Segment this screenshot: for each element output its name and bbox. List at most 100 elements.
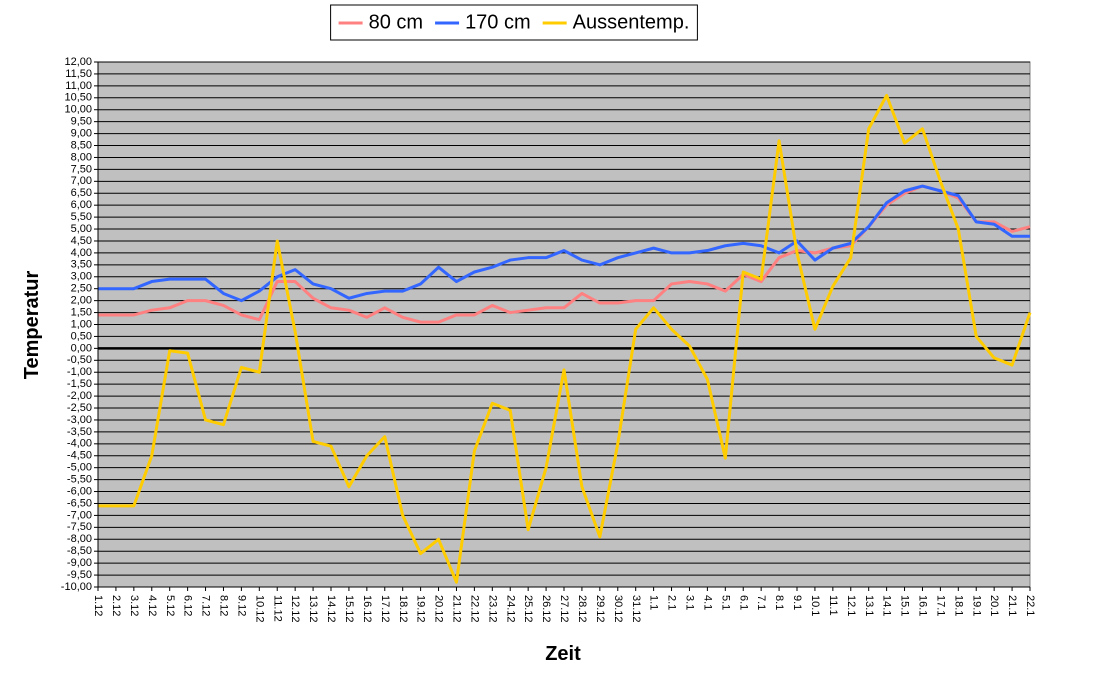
y-tick-label: -2,50 [67,402,92,414]
x-tick-label: 23.12 [486,595,498,623]
x-tick-label: 2.1 [666,595,678,610]
x-tick-label: 4.12 [146,595,158,616]
y-tick-label: -3,00 [67,414,92,426]
x-axis-title: Zeit [545,643,581,665]
y-tick-label: -3,50 [67,426,92,438]
y-tick-label: 5,00 [71,223,92,235]
x-tick-label: 13.1 [863,595,875,616]
x-tick-label: 27.12 [558,595,570,623]
y-tick-label: 2,50 [71,283,92,295]
y-tick-label: 0,00 [71,342,92,354]
x-tick-label: 30.12 [612,595,624,623]
x-tick-label: 11.1 [827,595,839,616]
x-tick-label: 4.1 [701,595,713,610]
x-tick-label: 8.1 [773,595,785,610]
y-tick-label: 10,50 [64,92,92,104]
y-tick-label: -7,50 [67,521,92,533]
x-tick-label: 22.12 [468,595,480,623]
x-tick-label: 2.12 [110,595,122,616]
legend-label: 170 cm [465,11,531,33]
y-tick-label: -1,50 [67,378,92,390]
y-tick-label: -5,50 [67,474,92,486]
x-tick-label: 9.12 [235,595,247,616]
x-tick-label: 12.1 [845,595,857,616]
x-tick-label: 25.12 [522,595,534,623]
y-tick-label: -6,00 [67,485,92,497]
x-tick-label: 21.12 [451,595,463,623]
y-tick-label: -0,50 [67,354,92,366]
y-tick-label: -4,00 [67,438,92,450]
x-tick-label: 6.12 [182,595,194,616]
y-tick-label: -6,50 [67,497,92,509]
x-tick-label: 16.1 [917,595,929,616]
y-tick-label: -10,00 [61,581,92,593]
y-tick-label: 12,00 [64,56,92,68]
x-tick-label: 18.1 [952,595,964,616]
x-tick-label: 24.12 [504,595,516,623]
y-tick-label: -9,50 [67,569,92,581]
x-tick-label: 26.12 [540,595,552,623]
x-tick-label: 6.1 [737,595,749,610]
x-tick-label: 10.12 [253,595,265,623]
x-tick-label: 12.12 [289,595,301,623]
y-tick-label: 10,00 [64,104,92,116]
x-tick-label: 3.12 [128,595,140,616]
x-tick-label: 29.12 [594,595,606,623]
legend-box [330,4,698,41]
y-tick-label: -8,00 [67,533,92,545]
y-tick-label: 3,00 [71,271,92,283]
y-tick-label: 3,50 [71,259,92,271]
x-tick-label: 8.12 [218,595,230,616]
y-tick-label: -9,00 [67,557,92,569]
y-tick-label: 9,00 [71,127,92,139]
y-tick-label: 7,00 [71,175,92,187]
x-tick-label: 16.12 [361,595,373,623]
x-tick-label: 11.12 [271,595,283,622]
x-tick-label: 14.12 [325,595,337,623]
x-tick-label: 21.1 [1006,595,1018,616]
x-tick-label: 31.12 [630,595,642,623]
x-tick-label: 20.1 [988,595,1000,616]
y-tick-label: 1,50 [71,306,92,318]
y-tick-label: -5,00 [67,462,92,474]
legend-label: 80 cm [369,11,423,33]
y-tick-label: 8,00 [71,151,92,163]
x-tick-label: 19.1 [970,595,982,616]
x-tick-label: 15.1 [899,595,911,616]
x-tick-label: 17.1 [934,595,946,616]
x-tick-label: 7.12 [200,595,212,616]
x-tick-label: 7.1 [755,595,767,610]
y-tick-label: 4,50 [71,235,92,247]
y-tick-label: 4,00 [71,247,92,259]
x-tick-label: 20.12 [433,595,445,623]
y-tick-label: -8,50 [67,545,92,557]
y-tick-label: 0,50 [71,330,92,342]
x-tick-label: 14.1 [881,595,893,616]
x-tick-label: 1.12 [92,595,104,616]
y-axis-title: Temperatur [21,271,43,380]
x-tick-label: 5.12 [164,595,176,616]
x-tick-label: 22.1 [1024,595,1036,616]
y-tick-label: -2,00 [67,390,92,402]
x-tick-label: 5.1 [719,595,731,610]
x-tick-label: 19.12 [415,595,427,623]
y-tick-label: 8,50 [71,139,92,151]
x-tick-label: 13.12 [307,595,319,623]
x-tick-label: 15.12 [343,595,355,623]
y-tick-label: 5,50 [71,211,92,223]
y-tick-label: 9,50 [71,116,92,128]
y-tick-label: 1,00 [71,318,92,330]
x-tick-label: 3.1 [684,595,696,610]
y-tick-label: 6,50 [71,187,92,199]
x-tick-label: 1.1 [648,595,660,610]
x-tick-label: 10.1 [809,595,821,616]
x-tick-label: 17.12 [379,595,391,623]
y-tick-label: 11,00 [65,80,92,92]
y-tick-label: 11,50 [65,68,92,80]
y-tick-label: 2,00 [71,295,92,307]
x-tick-label: 9.1 [791,595,803,610]
data-line [98,184,1030,303]
y-tick-label: 7,50 [71,163,92,175]
y-tick-label: -7,00 [67,509,92,521]
